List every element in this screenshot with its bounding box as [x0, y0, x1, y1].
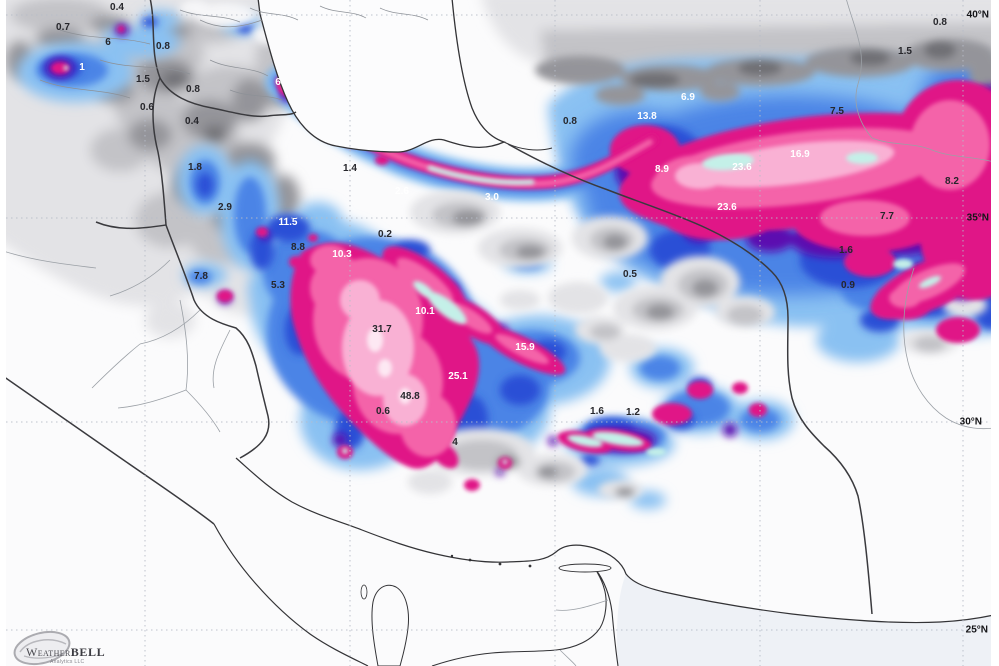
value-label: 13.8 [637, 111, 657, 122]
value-label: 0.4 [185, 116, 199, 127]
value-label: 10.3 [332, 249, 352, 260]
value-label: 1.6 [590, 406, 604, 417]
value-label: 11.5 [278, 217, 298, 228]
value-label: 1.8 [188, 162, 202, 173]
iran-gulf-coast [235, 457, 995, 624]
value-label: 2.9 [218, 202, 232, 213]
qeshm-island [558, 563, 612, 573]
lat-label-35n: 35°N [966, 212, 989, 224]
logo-brand-suffix: BELL [70, 645, 106, 659]
value-label: 1.6 [839, 245, 853, 256]
value-label: 1.4 [343, 163, 357, 174]
value-label: 0.2 [378, 229, 392, 240]
value-label: 8.2 [945, 176, 959, 187]
value-label: 0.7 [56, 22, 70, 33]
country-borders [0, 0, 873, 615]
value-label: 0.4 [110, 2, 124, 13]
value-label: 7.8 [194, 271, 208, 282]
precip-gray-accent-layer [180, 0, 999, 500]
value-label: 48.8 [400, 391, 420, 402]
value-label: 5.3 [271, 280, 285, 291]
value-label: 23.6 [717, 202, 737, 213]
value-label: 0.6 [376, 406, 390, 417]
value-label: 7.5 [830, 106, 844, 117]
caspian-sea [257, 0, 506, 153]
value-label: 6.9 [681, 92, 695, 103]
value-label: 2.6 [395, 186, 409, 197]
qatar-peninsula [371, 584, 409, 666]
value-label: 1 [79, 62, 85, 73]
logo-brand-prefix: Weather [26, 645, 71, 659]
lat-label-30n: 30°N [959, 416, 982, 428]
value-label: 0.8 [933, 17, 947, 28]
graticule [6, 0, 991, 666]
uae-musandam-coast [431, 569, 619, 666]
value-label: 8.8 [291, 242, 305, 253]
value-label: 16.9 [790, 149, 810, 160]
logo-brand-text: WeatherBELL [26, 646, 105, 658]
logo-swirl-icon [13, 630, 71, 666]
value-label: 25.1 [448, 371, 468, 382]
gulf-of-oman-water [616, 574, 994, 666]
value-label: 0.8 [186, 84, 200, 95]
value-label: 0.9 [841, 280, 855, 291]
value-label: 6 [275, 77, 281, 88]
value-label: 1.5 [898, 46, 912, 57]
value-label: 3.0 [485, 192, 499, 203]
value-label: 4 [452, 437, 458, 448]
value-label: 1.5 [136, 74, 150, 85]
value-label: 0.6 [140, 102, 154, 113]
value-label: 0.8 [156, 41, 170, 52]
logo-subtitle: Analytics LLC [50, 659, 85, 665]
value-label: 0.5 [623, 269, 637, 280]
caucasus-districts [39, 5, 429, 101]
value-label: 0.8 [563, 116, 577, 127]
value-label: 1.2 [626, 407, 640, 418]
lat-label-25n: 25°N [965, 624, 988, 636]
weatherbell-logo: WeatherBELL Analytics LLC [10, 626, 130, 666]
value-label: 23.6 [732, 162, 752, 173]
value-label: 15.9 [515, 342, 535, 353]
right-margin [991, 0, 999, 666]
value-label: 6 [105, 37, 111, 48]
bahrain-island [360, 584, 368, 600]
value-label: 31.7 [372, 324, 392, 335]
value-label: 7.7 [880, 211, 894, 222]
value-label: 8.9 [655, 164, 669, 175]
lat-label-40n: 40°N [966, 9, 989, 21]
value-label: 10.1 [415, 306, 435, 317]
arabian-coast [213, 523, 369, 666]
left-margin [0, 0, 6, 666]
